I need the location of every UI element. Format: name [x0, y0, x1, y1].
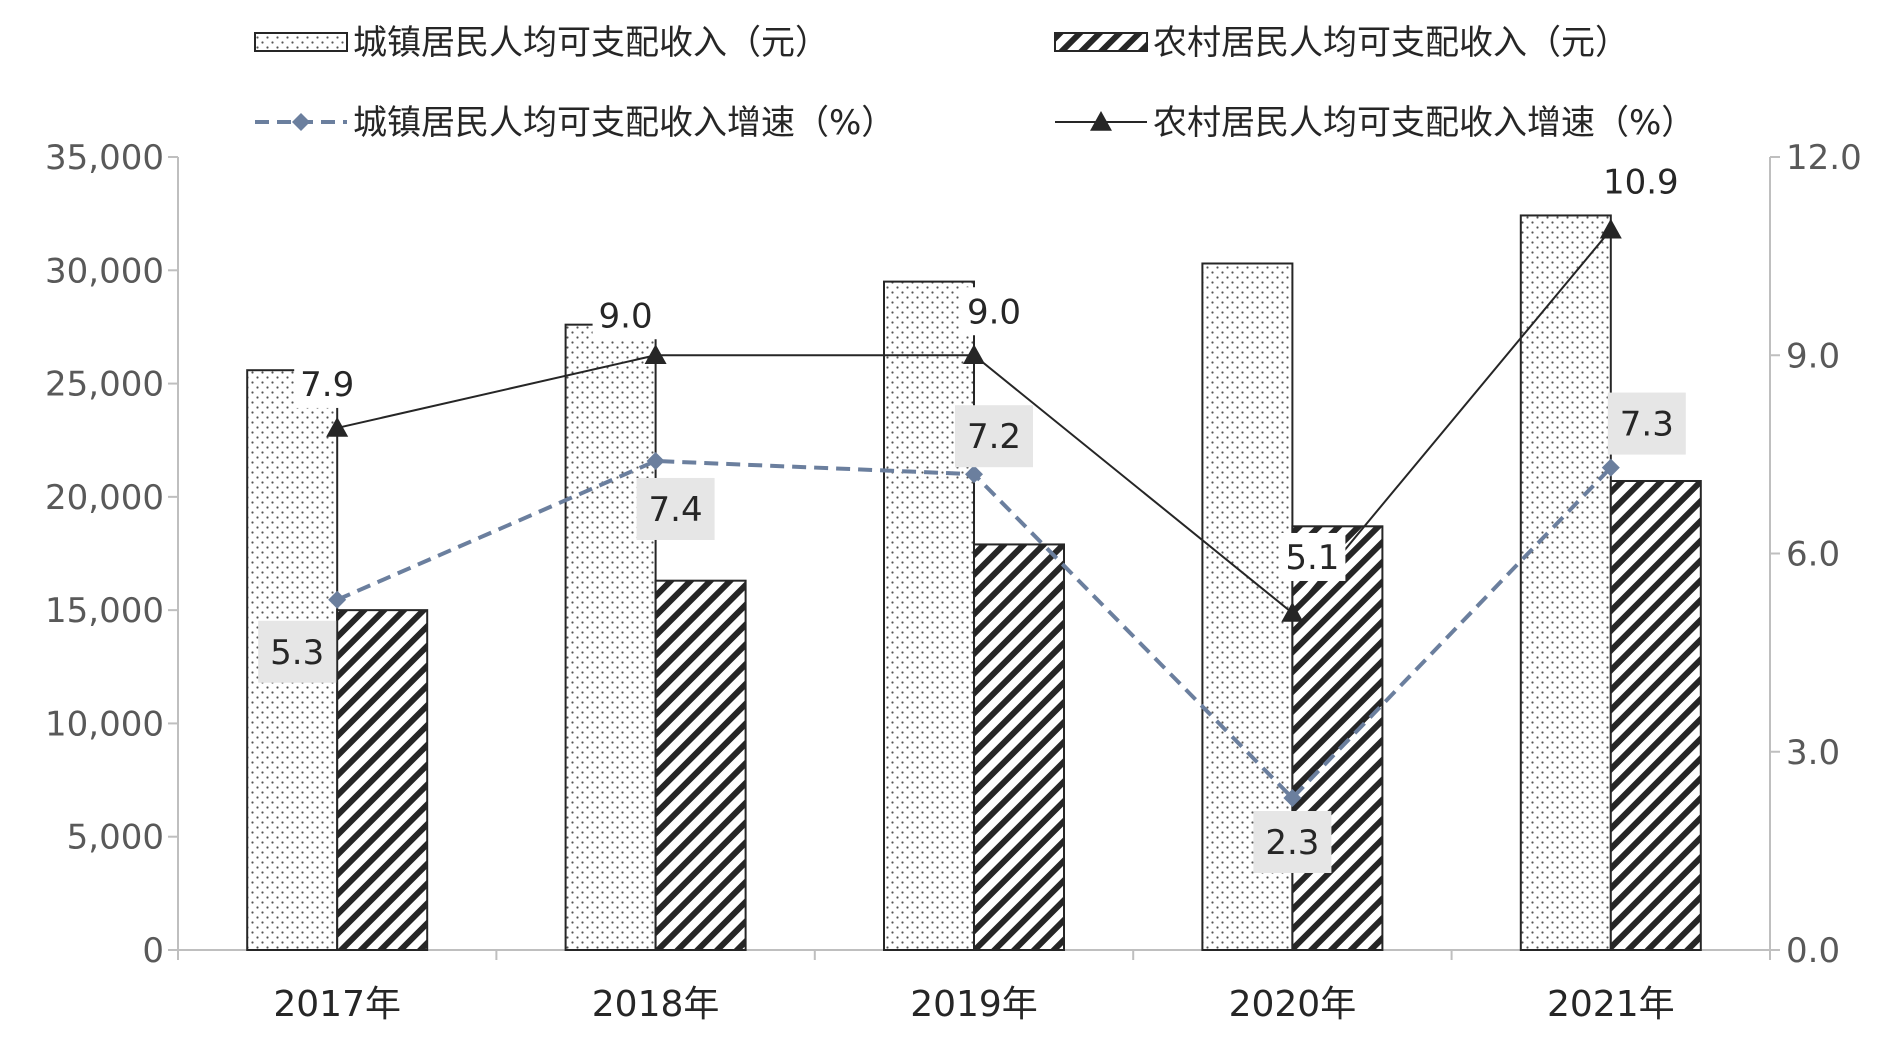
axes: 0 5,000 10,000 15,000 20,000 25,000 30,000 35,0…	[45, 138, 1862, 1025]
urban-growth-label-box	[258, 620, 337, 683]
urban-income-bar	[883, 280, 975, 952]
rural-growth-label-bg	[961, 287, 1027, 336]
urban-growth-label-box	[636, 477, 715, 540]
rural-growth-label: 7.9	[300, 365, 354, 405]
legend-label: 农村居民人均可支配收入增速（%）	[1153, 103, 1695, 143]
urban-growth-label: 7.3	[1620, 405, 1674, 445]
urban-growth-label-box	[955, 405, 1033, 468]
legend-rural-growth-marker	[1090, 111, 1112, 131]
y-left-tick-label: 0	[142, 931, 164, 971]
rural-growth-label: 9.0	[967, 292, 1021, 332]
urban-growth-point	[328, 590, 347, 609]
rural-growth-point	[326, 416, 349, 437]
y-left-tick-label: 15,000	[45, 591, 164, 631]
legend-label: 农村居民人均可支配收入（元）	[1153, 23, 1629, 63]
lines	[326, 218, 1622, 808]
urban-growth-point	[965, 465, 983, 484]
urban-growth-label: 7.2	[967, 417, 1021, 457]
y-left-tick-label: 5,000	[67, 818, 164, 858]
rural-growth-label: 10.9	[1603, 163, 1679, 203]
y-right-tick-label: 0.0	[1786, 931, 1840, 971]
x-tick-label: 2020年	[1229, 984, 1357, 1025]
legend-urban-growth-marker	[292, 113, 310, 131]
y-right-tick-label: 6.0	[1786, 535, 1840, 575]
y-left-tick-label: 20,000	[45, 478, 164, 518]
rural-income-bar	[654, 579, 747, 952]
rural-growth-point	[644, 344, 667, 365]
y-left-tick-label: 25,000	[45, 365, 164, 405]
rural-income-bar	[1291, 525, 1384, 951]
rural-growth-label-bg	[1279, 532, 1346, 581]
x-tick-label: 2021年	[1547, 984, 1675, 1025]
y-left-tick-label: 10,000	[45, 704, 164, 744]
urban-growth-label: 5.3	[270, 633, 324, 673]
legend-rural-income-swatch	[1054, 32, 1148, 52]
x-tick-label: 2018年	[592, 984, 720, 1025]
legend-urban-income-swatch	[254, 32, 348, 52]
y-left-tick-label: 35,000	[45, 138, 164, 178]
urban-income-bar	[1519, 214, 1612, 951]
y-left-tick-label: 30,000	[45, 251, 164, 291]
y-right-tick-label: 9.0	[1786, 336, 1840, 376]
urban-growth-point	[1283, 789, 1302, 808]
urban-growth-label: 7.4	[649, 490, 703, 530]
y-right-tick-label: 3.0	[1786, 733, 1840, 773]
urban-growth-label-box	[1253, 811, 1332, 874]
urban-growth-label-box	[1607, 392, 1686, 455]
legend: 城镇居民人均可支配收入（元） 农村居民人均可支配收入（元） 城镇居民人均可支配收入增…	[254, 23, 1695, 143]
x-tick-label: 2017年	[273, 984, 401, 1025]
data-labels: 5.3 7.4 7.2 2.3 7.3 7.9 9.0 9.0 5.1 10.9	[258, 157, 1686, 874]
y-right-tick-label: 12.0	[1786, 138, 1862, 178]
rural-growth-label-bg	[1598, 157, 1683, 206]
rural-growth-point	[1599, 218, 1622, 239]
urban-growth-point	[1601, 458, 1620, 477]
rural-growth-label: 5.1	[1285, 538, 1339, 578]
legend-label: 城镇居民人均可支配收入增速（%）	[353, 103, 895, 143]
rural-growth-point	[1281, 601, 1304, 622]
legend-label: 城镇居民人均可支配收入（元）	[353, 23, 829, 63]
x-tick-label: 2019年	[910, 984, 1038, 1025]
rural-income-bar	[336, 609, 429, 952]
urban-growth-point	[646, 451, 665, 470]
rural-growth-label-bg	[294, 359, 361, 408]
rural-growth-label: 9.0	[599, 296, 653, 336]
rural-growth-point	[963, 344, 985, 365]
urban-growth-label: 2.3	[1265, 823, 1319, 863]
rural-income-bar	[1609, 479, 1702, 951]
rural-income-bar	[973, 543, 1065, 951]
urban-income-bar	[564, 323, 657, 952]
rural-growth-label-bg	[592, 291, 659, 340]
